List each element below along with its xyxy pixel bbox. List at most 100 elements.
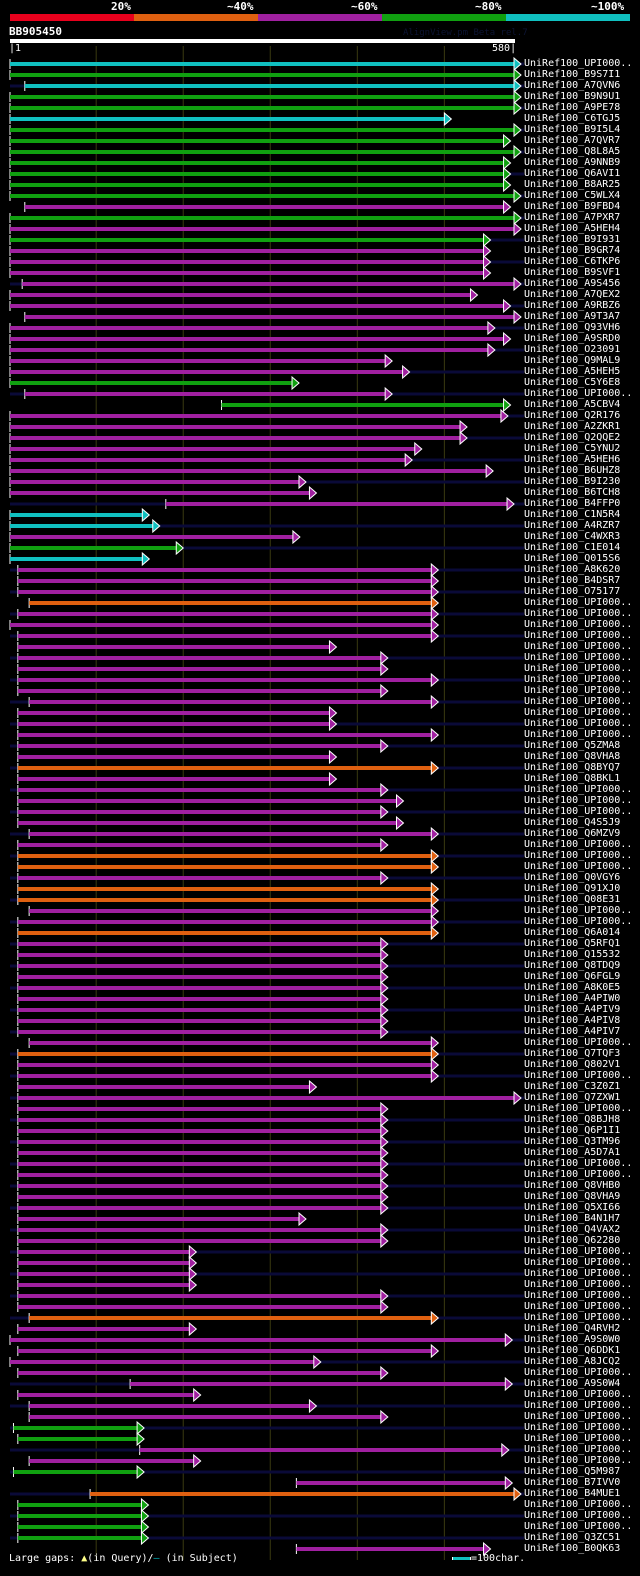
hit-label[interactable]: UniRef100_UPI000.. <box>524 1433 633 1444</box>
hit-label[interactable]: UniRef100_B0QK63 <box>524 1543 621 1554</box>
hit-label[interactable]: UniRef100_UPI000.. <box>524 1400 633 1411</box>
hit-label[interactable]: UniRef100_Q8TDQ9 <box>524 960 621 971</box>
hit-label[interactable]: UniRef100_UPI000.. <box>524 663 633 674</box>
hit-label[interactable]: UniRef100_C6TKP6 <box>524 256 621 267</box>
hit-label[interactable]: UniRef100_C5Y6E8 <box>524 377 621 388</box>
hit-label[interactable]: UniRef100_Q6A014 <box>524 927 621 938</box>
hit-label[interactable]: UniRef100_Q4S5J9 <box>524 817 621 828</box>
hit-label[interactable]: UniRef100_UPI000.. <box>524 1279 633 1290</box>
hit-label[interactable]: UniRef100_B4MUE1 <box>524 1488 621 1499</box>
hit-label[interactable]: UniRef100_Q4VAX2 <box>524 1224 621 1235</box>
hit-label[interactable]: UniRef100_UPI000.. <box>524 1367 633 1378</box>
hit-label[interactable]: UniRef100_B7IVV0 <box>524 1477 621 1488</box>
hit-label[interactable]: UniRef100_A9S0W0 <box>524 1334 621 1345</box>
hit-label[interactable]: UniRef100_UPI000.. <box>524 1268 633 1279</box>
hit-label[interactable]: UniRef100_UPI000.. <box>524 1257 633 1268</box>
hit-label[interactable]: UniRef100_UPI000.. <box>524 1411 633 1422</box>
hit-label[interactable]: UniRef100_UPI000.. <box>524 916 633 927</box>
hit-label[interactable]: UniRef100_Q6P1I1 <box>524 1125 621 1136</box>
hit-label[interactable]: UniRef100_Q6AVI1 <box>524 168 621 179</box>
hit-label[interactable]: UniRef100_Q5RFQ1 <box>524 938 621 949</box>
hit-label[interactable]: UniRef100_Q6DDK1 <box>524 1345 621 1356</box>
hit-label[interactable]: UniRef100_C3Z0Z1 <box>524 1081 621 1092</box>
hit-label[interactable]: UniRef100_A8K620 <box>524 564 621 575</box>
hit-label[interactable]: UniRef100_UPI000.. <box>524 1510 633 1521</box>
hit-label[interactable]: UniRef100_A4PIV9 <box>524 1004 621 1015</box>
hit-label[interactable]: UniRef100_UPI000.. <box>524 1037 633 1048</box>
hit-label[interactable]: UniRef100_Q8VHB0 <box>524 1180 621 1191</box>
hit-label[interactable]: UniRef100_UPI000.. <box>524 784 633 795</box>
hit-label[interactable]: UniRef100_UPI000.. <box>524 1290 633 1301</box>
hit-label[interactable]: UniRef100_A5CBV4 <box>524 399 621 410</box>
hit-label[interactable]: UniRef100_C1N5R4 <box>524 509 621 520</box>
hit-label[interactable]: UniRef100_B9I5L4 <box>524 124 621 135</box>
hit-label[interactable]: UniRef100_B4DSR7 <box>524 575 621 586</box>
hit-label[interactable]: UniRef100_B4FFP0 <box>524 498 621 509</box>
hit-label[interactable]: UniRef100_A4PIW0 <box>524 993 621 1004</box>
hit-label[interactable]: UniRef100_O75177 <box>524 586 621 597</box>
hit-label[interactable]: UniRef100_B4N1H7 <box>524 1213 621 1224</box>
hit-label[interactable]: UniRef100_A7PXR7 <box>524 212 621 223</box>
hit-label[interactable]: UniRef100_A8K0E5 <box>524 982 621 993</box>
hit-label[interactable]: UniRef100_B8AR25 <box>524 179 621 190</box>
hit-label[interactable]: UniRef100_A5HEH6 <box>524 454 621 465</box>
hit-label[interactable]: UniRef100_UPI000.. <box>524 1455 633 1466</box>
hit-label[interactable]: UniRef100_Q08E31 <box>524 894 621 905</box>
hit-label[interactable]: UniRef100_UPI000.. <box>524 58 633 69</box>
hit-label[interactable]: UniRef100_UPI000.. <box>524 652 633 663</box>
hit-label[interactable]: UniRef100_Q91XJ0 <box>524 883 621 894</box>
hit-label[interactable]: UniRef100_UPI000.. <box>524 685 633 696</box>
hit-label[interactable]: UniRef100_A9PE78 <box>524 102 621 113</box>
hit-label[interactable]: UniRef100_UPI000.. <box>524 1499 633 1510</box>
hit-label[interactable]: UniRef100_UPI000.. <box>524 1312 633 1323</box>
hit-label[interactable]: UniRef100_C1E014 <box>524 542 621 553</box>
hit-label[interactable]: UniRef100_A7QEX2 <box>524 289 621 300</box>
hit-label[interactable]: UniRef100_B9GR74 <box>524 245 621 256</box>
hit-label[interactable]: UniRef100_A7QVN6 <box>524 80 621 91</box>
hit-label[interactable]: UniRef100_A5D7A1 <box>524 1147 621 1158</box>
hit-label[interactable]: UniRef100_A9S0W4 <box>524 1378 621 1389</box>
hit-label[interactable]: UniRef100_UPI000.. <box>524 619 633 630</box>
hit-label[interactable]: UniRef100_UPI000.. <box>524 597 633 608</box>
hit-label[interactable]: UniRef100_UPI000.. <box>524 1246 633 1257</box>
hit-label[interactable]: UniRef100_O23091 <box>524 344 621 355</box>
hit-label[interactable]: UniRef100_Q0VGY6 <box>524 872 621 883</box>
hit-label[interactable]: UniRef100_UPI000.. <box>524 1169 633 1180</box>
hit-label[interactable]: UniRef100_Q15532 <box>524 949 621 960</box>
hit-label[interactable]: UniRef100_Q8BYQ7 <box>524 762 621 773</box>
hit-label[interactable]: UniRef100_UPI000.. <box>524 388 633 399</box>
hit-label[interactable]: UniRef100_B9I230 <box>524 476 621 487</box>
hit-label[interactable]: UniRef100_B9S7I1 <box>524 69 621 80</box>
hit-label[interactable]: UniRef100_Q3ZC51 <box>524 1532 621 1543</box>
hit-label[interactable]: UniRef100_A9RBZ6 <box>524 300 621 311</box>
hit-label[interactable]: UniRef100_Q6MZV9 <box>524 828 621 839</box>
hit-label[interactable]: UniRef100_UPI000.. <box>524 806 633 817</box>
hit-label[interactable]: UniRef100_B6TCH8 <box>524 487 621 498</box>
hit-label[interactable]: UniRef100_C6TGJ5 <box>524 113 621 124</box>
hit-label[interactable]: UniRef100_UPI000.. <box>524 674 633 685</box>
hit-label[interactable]: UniRef100_Q93VH6 <box>524 322 621 333</box>
hit-label[interactable]: UniRef100_UPI000.. <box>524 729 633 740</box>
hit-label[interactable]: UniRef100_Q7ZXW1 <box>524 1092 621 1103</box>
hit-label[interactable]: UniRef100_UPI000.. <box>524 850 633 861</box>
hit-label[interactable]: UniRef100_Q6FGL9 <box>524 971 621 982</box>
hit-label[interactable]: UniRef100_C5WLX4 <box>524 190 621 201</box>
hit-label[interactable]: UniRef100_Q8VHA8 <box>524 751 621 762</box>
hit-label[interactable]: UniRef100_A9SRD0 <box>524 333 621 344</box>
hit-label[interactable]: UniRef100_Q62280 <box>524 1235 621 1246</box>
hit-label[interactable]: UniRef100_Q7TQF3 <box>524 1048 621 1059</box>
hit-label[interactable]: UniRef100_Q5ZMA8 <box>524 740 621 751</box>
hit-label[interactable]: UniRef100_B9N9U1 <box>524 91 621 102</box>
hit-label[interactable]: UniRef100_A9T3A7 <box>524 311 621 322</box>
hit-label[interactable]: UniRef100_Q9MAL9 <box>524 355 621 366</box>
hit-label[interactable]: UniRef100_B9SVF1 <box>524 267 621 278</box>
hit-label[interactable]: UniRef100_Q5M987 <box>524 1466 621 1477</box>
hit-label[interactable]: UniRef100_UPI000.. <box>524 608 633 619</box>
hit-label[interactable]: UniRef100_UPI000.. <box>524 1422 633 1433</box>
hit-label[interactable]: UniRef100_UPI000.. <box>524 718 633 729</box>
hit-label[interactable]: UniRef100_C5YNU2 <box>524 443 621 454</box>
hit-label[interactable]: UniRef100_UPI000.. <box>524 905 633 916</box>
hit-label[interactable]: UniRef100_UPI000.. <box>524 839 633 850</box>
hit-label[interactable]: UniRef100_UPI000.. <box>524 861 633 872</box>
hit-label[interactable]: UniRef100_A4PIV8 <box>524 1015 621 1026</box>
